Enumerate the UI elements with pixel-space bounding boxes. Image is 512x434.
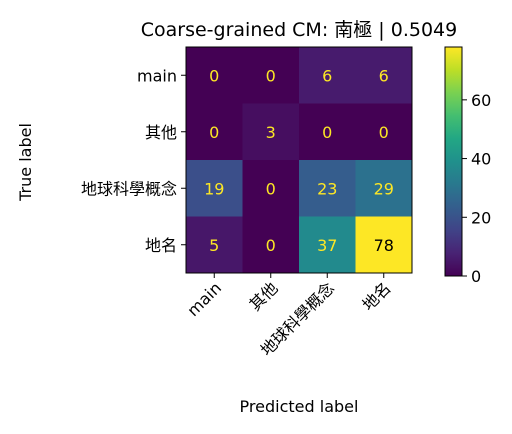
cell-value-label: 78 [374,236,394,255]
heatmap-cell [299,103,356,161]
x-tick-label: 其他 [246,278,282,314]
heatmap-cell [186,47,243,104]
colorbar: 0 20 40 60 [444,46,491,286]
colorbar-tick-label: 60 [471,91,491,110]
y-tick-label: 地名 [145,236,177,255]
heatmap-cells: 0 0 6 6 0 3 0 0 19 0 23 29 5 0 37 78 [186,47,413,274]
matrix-frame [185,46,413,274]
colorbar-gradient [444,46,463,277]
heatmap-cell [242,103,300,161]
heatmap-cell [242,47,300,104]
cell-value-label: 37 [317,236,337,255]
cell-value-label: 0 [266,236,276,255]
colorbar-tick-label: 20 [471,208,491,227]
chart-title: Coarse-grained CM: 南極 | 0.5049 [141,19,457,41]
x-tick-label: main [183,278,225,320]
cell-value-label: 23 [317,179,337,198]
cell-value-label: 6 [379,66,389,85]
heatmap-cell [242,216,300,274]
heatmap-cell [186,103,243,161]
heatmap-cell [299,47,356,104]
heatmap-cell [355,47,413,104]
y-axis-label: True label [16,123,35,202]
heatmap-cell [242,160,300,217]
cell-value-label: 5 [209,236,219,255]
colorbar-tick-label: 40 [471,150,491,169]
y-tick-label: 地球科學概念 [81,179,177,198]
x-axis-label: Predicted label [240,397,359,416]
y-tick-label: main [137,66,177,85]
y-tick-label: 其他 [145,123,177,142]
cell-value-label: 0 [266,66,276,85]
cell-value-label: 0 [209,66,219,85]
heatmap-cell [355,160,413,217]
x-tick-label: 地名 [359,278,395,314]
cell-value-label: 19 [204,179,224,198]
heatmap-cell [299,160,356,217]
cell-value-label: 0 [266,179,276,198]
cell-value-label: 0 [322,123,332,142]
cell-value-label: 29 [374,179,394,198]
heatmap-cell [355,103,413,161]
cell-value-label: 0 [209,123,219,142]
cell-value-label: 0 [379,123,389,142]
heatmap-cell [299,216,356,274]
cell-value-label: 6 [322,66,332,85]
colorbar-tick-label: 0 [471,267,481,286]
heatmap-cell [355,216,413,274]
heatmap-cell [186,216,243,274]
heatmap-cell [186,160,243,217]
cell-value-label: 3 [266,123,276,142]
